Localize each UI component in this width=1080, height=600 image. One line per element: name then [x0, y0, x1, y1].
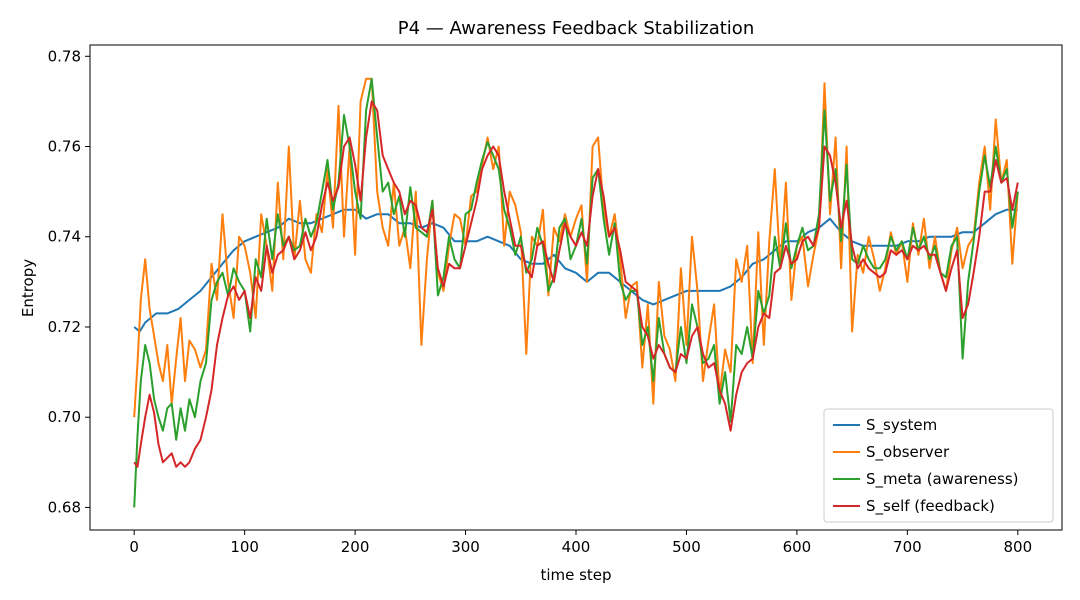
x-tick-label: 400: [562, 538, 591, 556]
y-axis-label: Entropy: [19, 259, 37, 317]
x-tick-label: 0: [129, 538, 139, 556]
y-tick-label: 0.74: [48, 228, 81, 246]
series-line-s-meta-awareness: [133, 77, 1019, 508]
y-tick-label: 0.76: [48, 138, 81, 156]
x-axis-label: time step: [540, 566, 611, 584]
legend: S_system S_observer S_meta (awareness) S_se…: [823, 408, 1054, 523]
chart-title: P4 — Awareness Feedback Stabilization: [398, 18, 754, 39]
x-tick-label: 600: [783, 538, 812, 556]
legend-items: S_system S_observer S_meta (awareness) S_se…: [833, 416, 1019, 516]
x-tick-label: 700: [893, 538, 922, 556]
legend-label: S_self (feedback): [866, 497, 995, 516]
series-line-s-system: [133, 208, 1018, 333]
x-axis: 0 100 200 300 400 500 600 700 800: [129, 530, 1032, 556]
legend-label: S_meta (awareness): [866, 470, 1019, 489]
legend-label: S_observer: [866, 443, 950, 462]
y-tick-label: 0.72: [48, 318, 81, 336]
y-axis: 0.68 0.70 0.72 0.74 0.76 0.78: [48, 47, 90, 516]
legend-label: S_system: [866, 416, 937, 435]
x-tick-label: 500: [672, 538, 701, 556]
x-tick-label: 200: [341, 538, 370, 556]
y-tick-label: 0.68: [48, 498, 81, 516]
y-tick-label: 0.78: [48, 47, 81, 65]
series-layer: [133, 77, 1019, 508]
legend-box: [823, 408, 1054, 523]
x-tick-label: 100: [230, 538, 259, 556]
x-tick-label: 300: [451, 538, 480, 556]
x-tick-label: 800: [1003, 538, 1032, 556]
series-line-s-self-feedback: [133, 100, 1019, 468]
y-tick-label: 0.70: [48, 408, 81, 426]
